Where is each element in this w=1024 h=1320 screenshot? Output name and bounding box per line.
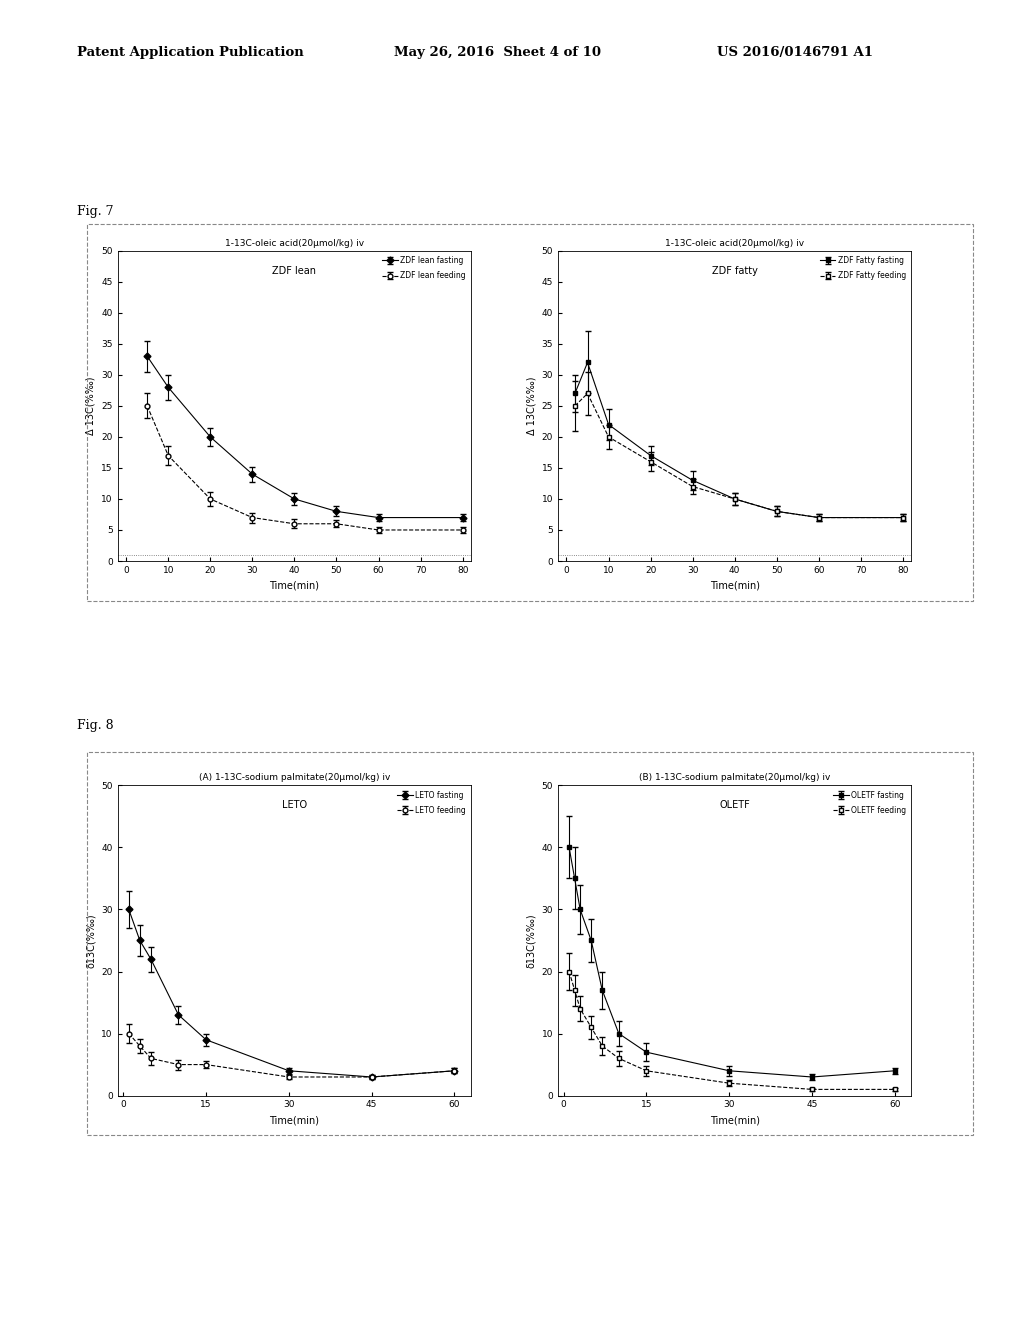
Text: May 26, 2016  Sheet 4 of 10: May 26, 2016 Sheet 4 of 10: [394, 46, 601, 59]
Text: US 2016/0146791 A1: US 2016/0146791 A1: [717, 46, 872, 59]
Text: LETO: LETO: [282, 800, 307, 810]
Y-axis label: δ13C(%‰): δ13C(%‰): [86, 913, 96, 968]
Text: 1-13C-oleic acid(20μmol/kg) iv: 1-13C-oleic acid(20μmol/kg) iv: [666, 239, 804, 248]
Text: Patent Application Publication: Patent Application Publication: [77, 46, 303, 59]
Text: 1-13C-oleic acid(20μmol/kg) iv: 1-13C-oleic acid(20μmol/kg) iv: [225, 239, 364, 248]
Text: (B) 1-13C-sodium palmitate(20μmol/kg) iv: (B) 1-13C-sodium palmitate(20μmol/kg) iv: [639, 774, 830, 783]
Y-axis label: Δ 13C(%‰): Δ 13C(%‰): [526, 376, 537, 436]
Legend: LETO fasting, LETO feeding: LETO fasting, LETO feeding: [396, 789, 467, 816]
Legend: ZDF Fatty fasting, ZDF Fatty feeding: ZDF Fatty fasting, ZDF Fatty feeding: [818, 255, 907, 281]
Text: Fig. 8: Fig. 8: [77, 719, 114, 733]
X-axis label: Time(min): Time(min): [269, 1115, 319, 1125]
X-axis label: Time(min): Time(min): [269, 581, 319, 590]
Text: ZDF lean: ZDF lean: [272, 265, 316, 276]
Text: OLETF: OLETF: [719, 800, 751, 810]
Text: (A) 1-13C-sodium palmitate(20μmol/kg) iv: (A) 1-13C-sodium palmitate(20μmol/kg) iv: [199, 774, 390, 783]
X-axis label: Time(min): Time(min): [710, 1115, 760, 1125]
Y-axis label: Δ 13C(%‰): Δ 13C(%‰): [86, 376, 96, 436]
Y-axis label: δ13C(%‰): δ13C(%‰): [526, 913, 537, 968]
Text: ZDF fatty: ZDF fatty: [712, 265, 758, 276]
Text: Fig. 7: Fig. 7: [77, 205, 114, 218]
Legend: ZDF lean fasting, ZDF lean feeding: ZDF lean fasting, ZDF lean feeding: [381, 255, 467, 281]
X-axis label: Time(min): Time(min): [710, 581, 760, 590]
Legend: OLETF fasting, OLETF feeding: OLETF fasting, OLETF feeding: [831, 789, 907, 816]
